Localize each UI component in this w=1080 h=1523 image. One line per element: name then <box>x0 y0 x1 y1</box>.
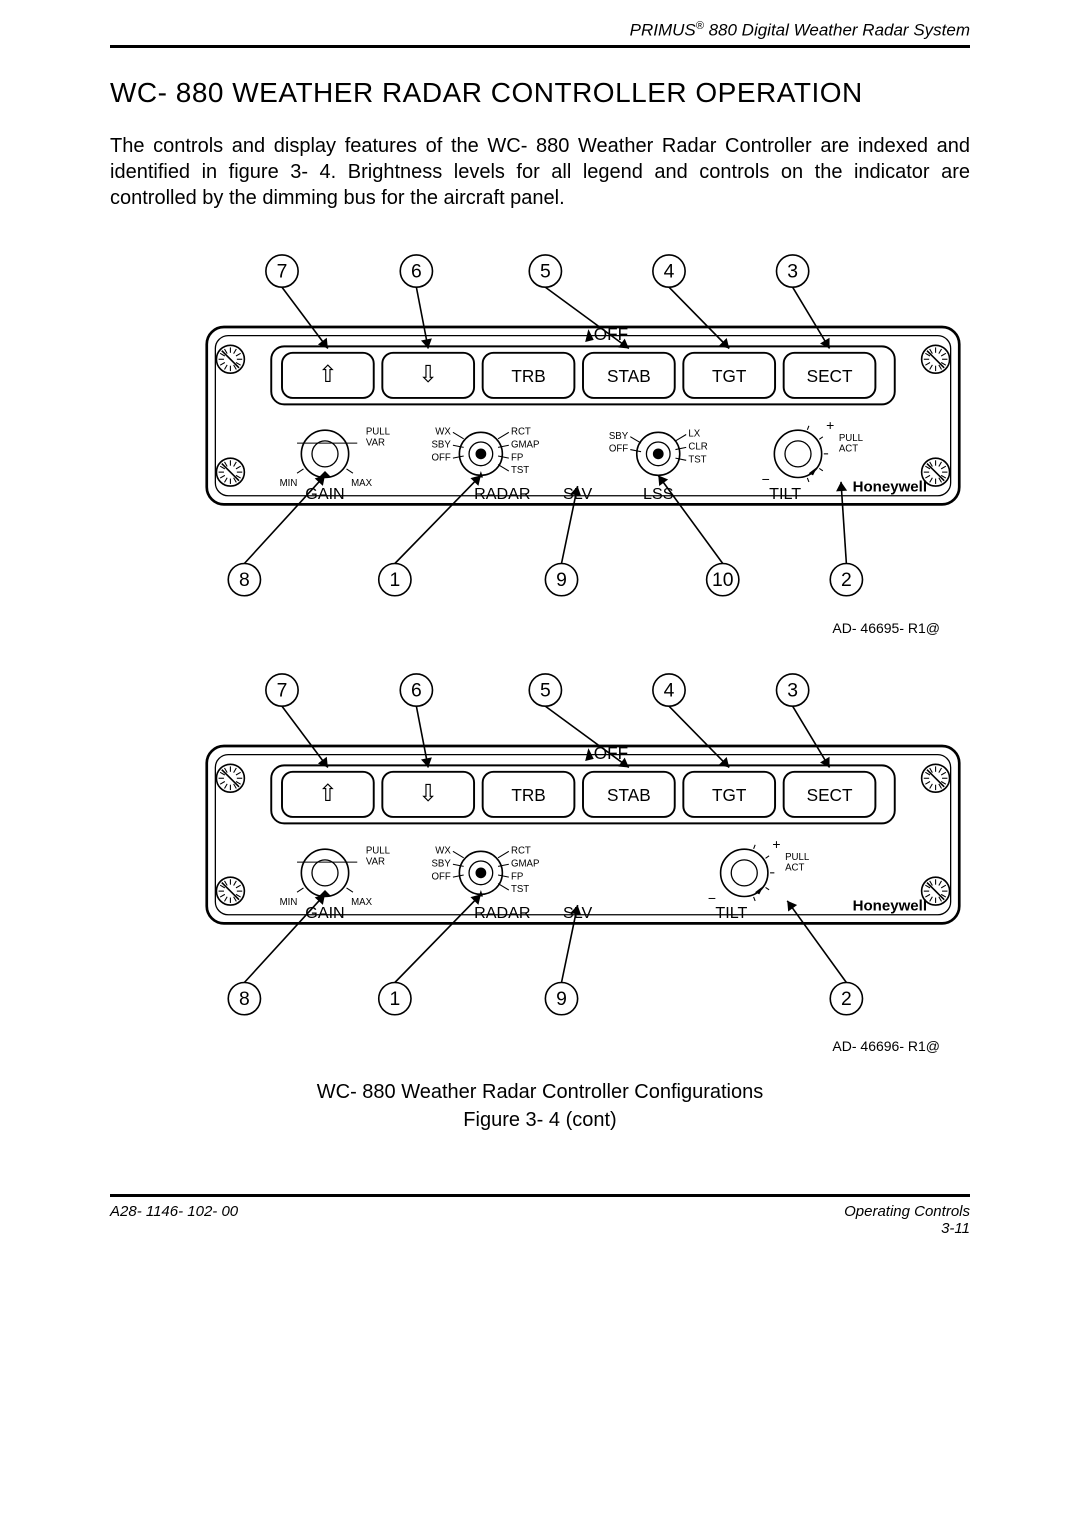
svg-text:ACT: ACT <box>785 862 804 873</box>
svg-text:TRB: TRB <box>511 366 545 386</box>
svg-text:4: 4 <box>664 679 675 701</box>
figure-caption: WC- 880 Weather Radar Controller Configu… <box>110 1078 970 1134</box>
svg-text:LSS: LSS <box>643 485 673 503</box>
section-paragraph: The controls and display features of the… <box>110 133 970 211</box>
product-name-pre: PRIMUS <box>630 21 696 40</box>
svg-text:VAR: VAR <box>366 856 385 867</box>
svg-text:−: − <box>762 471 770 487</box>
svg-text:OFF: OFF <box>431 453 450 464</box>
svg-text:GMAP: GMAP <box>511 858 539 869</box>
diagram-1-ref: AD- 46695- R1@ <box>110 620 970 636</box>
svg-text:FP: FP <box>511 453 523 464</box>
svg-text:6: 6 <box>411 261 422 283</box>
svg-text:3: 3 <box>787 679 798 701</box>
svg-text:SECT: SECT <box>807 366 853 386</box>
diagram-1-svg: OFF⇧⇩TRBSTABTGTSECTGAINMINMAXPULLVARRADA… <box>110 241 970 607</box>
svg-text:10: 10 <box>712 569 734 591</box>
footer-right-line2: 3-11 <box>844 1220 970 1237</box>
svg-text:FP: FP <box>511 871 523 882</box>
svg-text:TILT: TILT <box>769 485 801 503</box>
svg-text:⇩: ⇩ <box>418 362 438 388</box>
svg-text:9: 9 <box>556 569 567 591</box>
svg-text:STAB: STAB <box>607 366 651 386</box>
svg-text:2: 2 <box>841 569 852 591</box>
product-name-post: 880 Digital Weather Radar System <box>704 21 970 40</box>
svg-text:GAIN: GAIN <box>305 485 344 503</box>
svg-text:SECT: SECT <box>807 785 853 805</box>
svg-text:⇧: ⇧ <box>318 781 338 807</box>
svg-text:CLR: CLR <box>688 442 707 453</box>
svg-text:MIN: MIN <box>280 897 298 908</box>
svg-text:TST: TST <box>511 465 529 476</box>
svg-text:LX: LX <box>688 429 700 440</box>
svg-text:SBY: SBY <box>431 858 451 869</box>
svg-text:−: − <box>708 890 716 906</box>
svg-text:RADAR: RADAR <box>474 485 530 503</box>
svg-text:5: 5 <box>540 261 551 283</box>
svg-text:WX: WX <box>435 845 451 856</box>
svg-text:5: 5 <box>540 679 551 701</box>
svg-text:Honeywell: Honeywell <box>853 897 927 914</box>
svg-text:3: 3 <box>787 261 798 283</box>
svg-text:MAX: MAX <box>351 897 372 908</box>
product-name-sup: ® <box>696 20 704 32</box>
svg-text:OFF: OFF <box>609 444 628 455</box>
diagram-2: OFF⇧⇩TRBSTABTGTSECTGAINMINMAXPULLVARRADA… <box>110 660 970 1031</box>
svg-text:⇧: ⇧ <box>318 362 338 388</box>
footer-left: A28- 1146- 102- 00 <box>110 1203 238 1237</box>
svg-text:MAX: MAX <box>351 478 372 489</box>
svg-text:SBY: SBY <box>431 440 451 451</box>
svg-text:4: 4 <box>664 261 675 283</box>
svg-text:TGT: TGT <box>712 366 747 386</box>
svg-text:+: + <box>772 836 780 852</box>
svg-text:VAR: VAR <box>366 438 385 449</box>
svg-text:PULL: PULL <box>839 433 864 444</box>
svg-text:RCT: RCT <box>511 845 531 856</box>
svg-text:Honeywell: Honeywell <box>853 479 927 496</box>
svg-text:1: 1 <box>389 988 400 1010</box>
svg-text:TST: TST <box>688 455 706 466</box>
svg-text:RADAR: RADAR <box>474 904 530 922</box>
figure-caption-line1: WC- 880 Weather Radar Controller Configu… <box>317 1081 764 1103</box>
svg-text:9: 9 <box>556 988 567 1010</box>
svg-text:TRB: TRB <box>511 785 545 805</box>
svg-text:WX: WX <box>435 427 451 438</box>
page-header: PRIMUS® 880 Digital Weather Radar System <box>110 20 970 48</box>
svg-text:GAIN: GAIN <box>305 904 344 922</box>
svg-text:TST: TST <box>511 884 529 895</box>
svg-text:6: 6 <box>411 679 422 701</box>
svg-text:7: 7 <box>277 679 288 701</box>
svg-text:STAB: STAB <box>607 785 651 805</box>
svg-text:MIN: MIN <box>280 478 298 489</box>
svg-text:7: 7 <box>277 261 288 283</box>
svg-text:1: 1 <box>389 569 400 591</box>
svg-text:2: 2 <box>841 988 852 1010</box>
svg-text:PULL: PULL <box>366 845 391 856</box>
svg-text:TILT: TILT <box>715 904 747 922</box>
page-footer: A28- 1146- 102- 00 Operating Controls 3-… <box>110 1194 970 1237</box>
diagram-2-svg: OFF⇧⇩TRBSTABTGTSECTGAINMINMAXPULLVARRADA… <box>110 660 970 1026</box>
svg-text:PULL: PULL <box>785 852 810 863</box>
svg-text:SBY: SBY <box>609 431 629 442</box>
svg-text:ACT: ACT <box>839 444 858 455</box>
svg-text:RCT: RCT <box>511 427 531 438</box>
svg-text:PULL: PULL <box>366 427 391 438</box>
figure-caption-line2: Figure 3- 4 (cont) <box>463 1109 616 1131</box>
diagram-1: OFF⇧⇩TRBSTABTGTSECTGAINMINMAXPULLVARRADA… <box>110 241 970 612</box>
diagram-2-ref: AD- 46696- R1@ <box>110 1038 970 1054</box>
footer-right: Operating Controls 3-11 <box>844 1203 970 1237</box>
svg-text:8: 8 <box>239 988 250 1010</box>
svg-text:⇩: ⇩ <box>418 781 438 807</box>
svg-text:TGT: TGT <box>712 785 747 805</box>
svg-text:+: + <box>826 417 834 433</box>
footer-right-line1: Operating Controls <box>844 1203 970 1220</box>
svg-text:GMAP: GMAP <box>511 440 539 451</box>
section-title: WC- 880 WEATHER RADAR CONTROLLER OPERATI… <box>110 76 970 110</box>
svg-text:8: 8 <box>239 569 250 591</box>
svg-text:OFF: OFF <box>431 871 450 882</box>
